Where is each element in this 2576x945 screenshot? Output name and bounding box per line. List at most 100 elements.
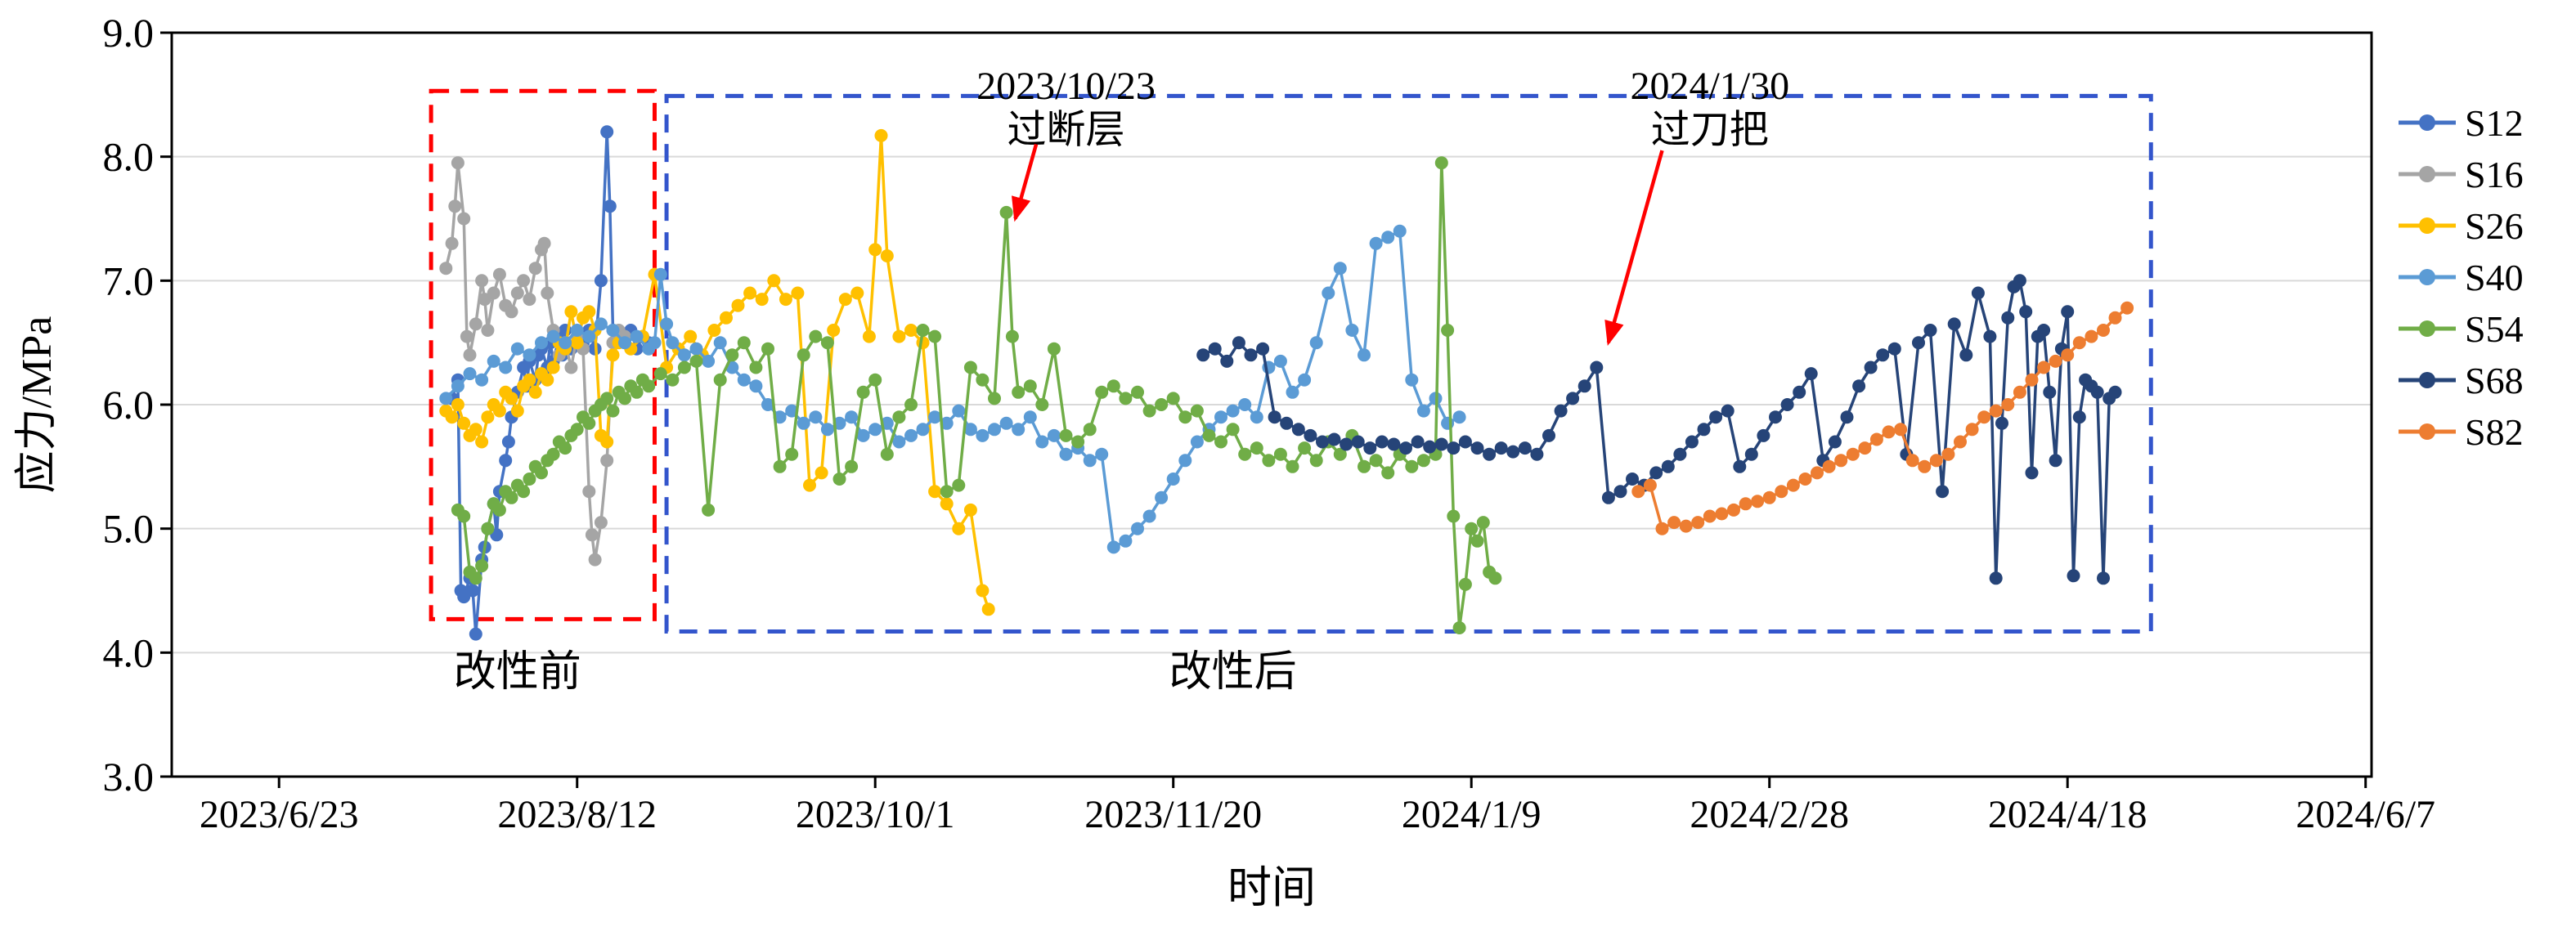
- data-point-S40: [660, 317, 674, 331]
- data-point-S16: [523, 293, 536, 307]
- data-point-S68: [1721, 404, 1735, 418]
- data-point-S82: [1786, 478, 1800, 492]
- data-point-S26: [928, 485, 942, 499]
- data-point-S16: [481, 324, 495, 337]
- data-point-S54: [606, 404, 620, 418]
- data-point-S54: [600, 392, 614, 405]
- data-point-S82: [1811, 466, 1824, 480]
- data-point-S40: [630, 329, 644, 343]
- data-point-S26: [600, 435, 614, 449]
- data-point-S68: [2072, 410, 2086, 424]
- data-point-S40: [463, 367, 477, 381]
- data-point-S68: [1912, 336, 1925, 350]
- legend-marker-icon: [2419, 217, 2435, 234]
- data-point-S26: [892, 329, 906, 343]
- data-point-S54: [630, 385, 644, 399]
- data-point-S26: [457, 416, 471, 430]
- data-point-S12: [499, 454, 513, 468]
- data-point-S68: [1780, 398, 1794, 411]
- data-point-S16: [457, 212, 471, 226]
- data-point-S68: [1947, 317, 1961, 331]
- data-point-S82: [2120, 301, 2134, 315]
- data-point-S40: [1416, 404, 1430, 418]
- data-point-S26: [475, 435, 489, 449]
- data-point-S54: [1155, 398, 1169, 411]
- data-point-S54: [797, 348, 810, 362]
- data-point-S54: [1447, 509, 1461, 523]
- data-point-S54: [845, 459, 859, 473]
- data-point-S68: [2067, 569, 2080, 583]
- data-point-S40: [570, 324, 584, 337]
- data-point-S82: [1954, 435, 1967, 449]
- x-tick-label: 2023/11/20: [1084, 793, 1262, 836]
- data-point-S68: [1959, 348, 1973, 362]
- data-point-S26: [779, 293, 792, 307]
- legend-item-S16: S16: [2399, 154, 2524, 195]
- data-point-S82: [1965, 423, 1979, 437]
- data-point-S54: [820, 336, 834, 350]
- data-point-S82: [1762, 490, 1776, 504]
- data-point-S54: [1005, 329, 1019, 343]
- data-point-S40: [1119, 534, 1133, 548]
- data-point-S40: [1273, 354, 1287, 368]
- data-point-S26: [767, 274, 781, 288]
- data-point-S54: [559, 441, 572, 455]
- data-point-S68: [1411, 435, 1425, 449]
- data-point-S68: [1316, 435, 1329, 449]
- data-point-S40: [689, 342, 703, 356]
- data-point-S68: [1840, 410, 1854, 424]
- data-point-S54: [749, 361, 763, 374]
- legend-label: S82: [2465, 411, 2524, 453]
- data-point-S16: [492, 267, 506, 281]
- data-point-S68: [1757, 428, 1770, 442]
- data-point-S26: [492, 404, 506, 418]
- data-point-S54: [505, 490, 518, 504]
- data-point-S40: [1047, 428, 1061, 442]
- data-point-S68: [2043, 385, 2057, 399]
- data-point-S40: [1333, 262, 1347, 275]
- data-point-S54: [1071, 435, 1085, 449]
- data-point-S68: [1590, 361, 1604, 374]
- data-point-S54: [1131, 385, 1144, 399]
- data-point-S54: [1369, 454, 1383, 468]
- data-point-S68: [1423, 440, 1437, 454]
- data-point-S82: [1941, 447, 1955, 461]
- data-point-S54: [1381, 466, 1395, 480]
- data-point-S40: [1405, 373, 1419, 387]
- data-point-S82: [2072, 336, 2086, 350]
- data-point-S40: [1238, 398, 1252, 411]
- data-point-S40: [1059, 447, 1073, 461]
- legend-label: S40: [2465, 257, 2524, 298]
- data-point-S40: [737, 373, 751, 387]
- legend-marker-icon: [2419, 114, 2435, 131]
- data-point-S54: [481, 522, 495, 535]
- data-point-S54: [976, 373, 990, 387]
- data-point-S40: [1358, 348, 1371, 362]
- data-point-S68: [1530, 447, 1544, 461]
- annotation-text: 2024/1/30: [1630, 65, 1789, 108]
- data-point-S16: [460, 329, 473, 343]
- data-point-S54: [832, 472, 846, 486]
- data-point-S68: [1387, 437, 1401, 451]
- data-point-S54: [1012, 385, 1025, 399]
- phase-box-0: [429, 88, 657, 621]
- data-point-S68: [1518, 441, 1532, 455]
- data-point-S40: [582, 329, 596, 343]
- data-point-S68: [1649, 466, 1663, 480]
- data-point-S54: [725, 348, 739, 362]
- data-point-S68: [1470, 441, 1484, 455]
- data-point-S54: [1119, 392, 1133, 405]
- data-point-S40: [535, 336, 548, 350]
- data-point-S68: [1793, 385, 1806, 399]
- data-point-S16: [469, 317, 482, 331]
- data-point-S54: [809, 329, 823, 343]
- data-point-S40: [1106, 540, 1120, 554]
- data-point-S54: [1358, 459, 1371, 473]
- data-point-S54: [1047, 342, 1061, 356]
- data-point-S40: [1023, 410, 1037, 424]
- data-point-S54: [1441, 324, 1455, 337]
- data-point-S82: [1798, 472, 1812, 486]
- data-point-S54: [1095, 385, 1109, 399]
- data-point-S82: [2049, 354, 2062, 368]
